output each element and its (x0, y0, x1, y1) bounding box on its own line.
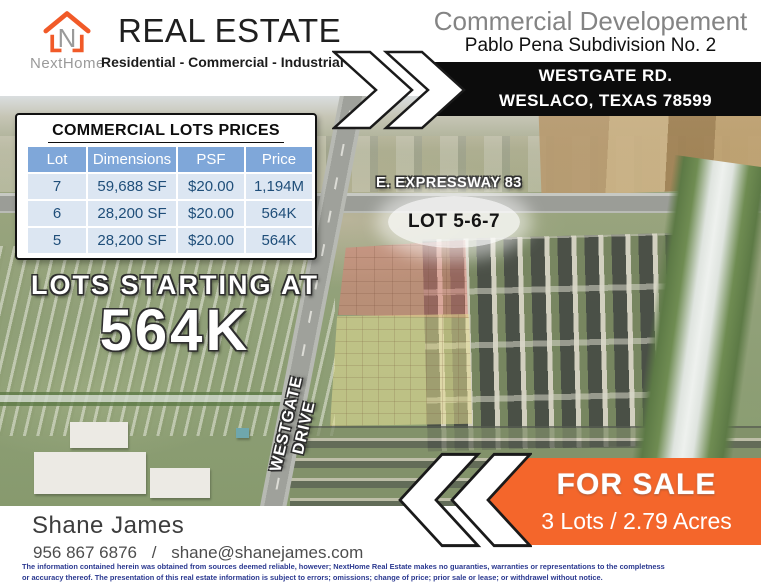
west-canal (0, 392, 300, 406)
for-sale-banner: FOR SALE 3 Lots / 2.79 Acres (478, 458, 761, 545)
price-table: Lot Dimensions PSF Price 7 59,688 SF $20… (28, 147, 312, 253)
svg-text:N: N (58, 25, 77, 53)
lots-acres-text: 3 Lots / 2.79 Acres (541, 508, 732, 534)
address-line1: WESTGATE RD. (538, 66, 673, 86)
cell-psf-7: $20.00 (178, 174, 244, 199)
nexthome-logo-icon: N (43, 11, 91, 53)
agent-email: shane@shanejames.com (171, 543, 364, 562)
cell-psf-6: $20.00 (178, 201, 244, 226)
price-table-card: COMMERCIAL LOTS PRICES Lot Dimensions PS… (15, 113, 317, 260)
address-banner: WESTGATE RD. WESLACO, TEXAS 78599 (420, 62, 761, 116)
cell-dim-7: 59,688 SF (88, 174, 176, 199)
page-subtitle: Pablo Pena Subdivision No. 2 (464, 35, 717, 56)
industrial-roof-2 (150, 468, 210, 498)
highlight-lots-5-6 (330, 314, 472, 426)
chevron-right-icons (332, 50, 466, 130)
col-header-dimensions: Dimensions (88, 147, 176, 172)
brand-tagline: Residential - Commercial - Industrial (101, 54, 344, 70)
cell-lot-5: 5 (28, 228, 86, 253)
cell-psf-5: $20.00 (178, 228, 244, 253)
lot-callout-label: LOT 5-6-7 (407, 211, 501, 232)
cell-price-6: 564K (246, 201, 312, 226)
warehouse-building (70, 422, 128, 448)
col-header-lot: Lot (28, 147, 86, 172)
lots-starting-text: LOTS STARTING AT (31, 270, 319, 300)
agent-phone: 956 867 6876 (33, 543, 137, 562)
disclaimer-line1: The information contained herein was obt… (22, 562, 665, 571)
agent-contact-line: 956 867 6876 / shane@shanejames.com (33, 543, 363, 563)
cell-dim-6: 28,200 SF (88, 201, 176, 226)
cell-lot-7: 7 (28, 174, 86, 199)
for-sale-text: FOR SALE (556, 468, 717, 501)
agent-name: Shane James (32, 512, 185, 539)
cell-price-5: 564K (246, 228, 312, 253)
cell-lot-6: 6 (28, 201, 86, 226)
industrial-roof (34, 452, 146, 494)
contact-separator: / (151, 543, 157, 562)
disclaimer-text: The information contained herein was obt… (22, 561, 732, 584)
page-title: Commercial Developement (433, 6, 748, 36)
address-line2: WESLACO, TEXAS 78599 (498, 91, 712, 110)
col-header-price: Price (246, 147, 312, 172)
disclaimer-line2: or accuracy thereof. The presentation of… (22, 573, 603, 583)
chevron-left-icons (398, 452, 532, 548)
cell-price-7: 1,194M (246, 174, 312, 199)
brand-name: REAL ESTATE (118, 12, 342, 49)
cell-dim-5: 28,200 SF (88, 228, 176, 253)
small-building (236, 428, 249, 438)
col-header-psf: PSF (178, 147, 244, 172)
lot-callout-ellipse: LOT 5-6-7 (388, 196, 520, 248)
lots-price-text: 564K (99, 298, 251, 363)
highlight-lot-7 (338, 240, 468, 318)
price-table-title: COMMERCIAL LOTS PRICES (48, 122, 284, 143)
nexthome-logo-word: NextHome (30, 55, 105, 72)
expressway-label: E. EXPRESSWAY 83 (376, 175, 522, 191)
